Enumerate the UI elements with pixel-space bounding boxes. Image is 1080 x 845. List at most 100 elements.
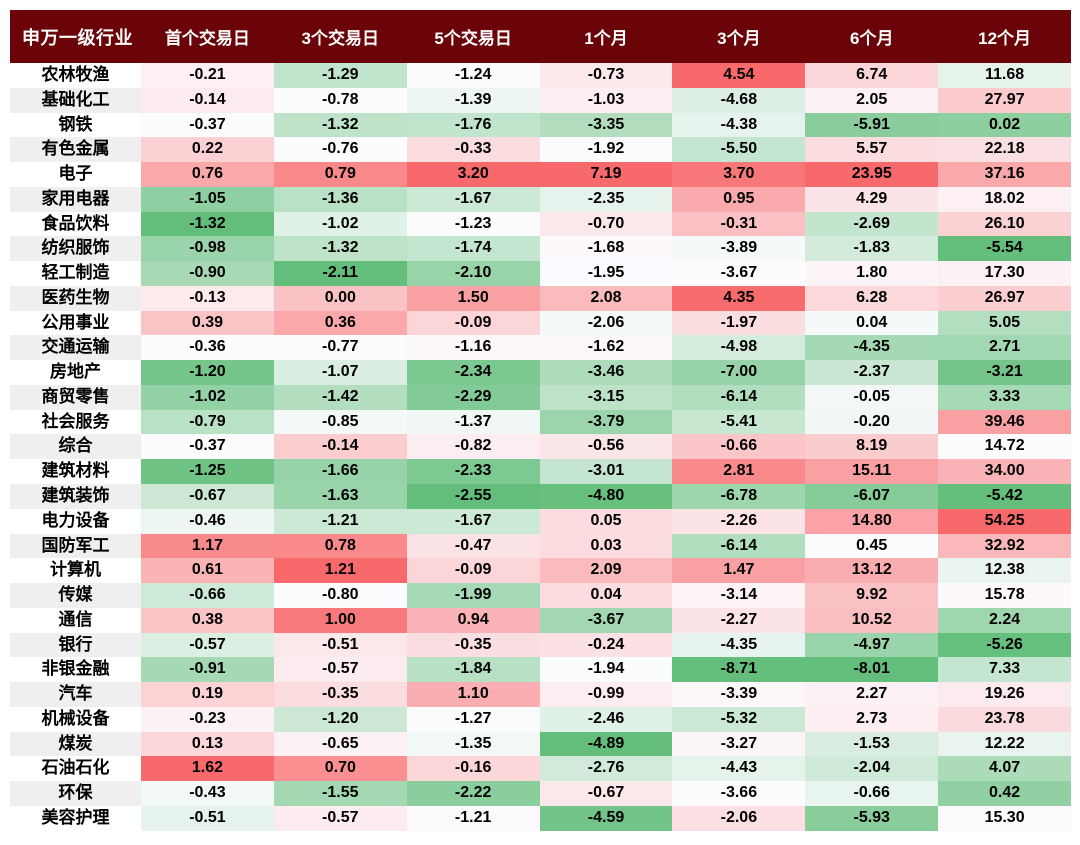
- heatmap-cell: -0.66: [805, 781, 939, 806]
- heatmap-cell: -0.09: [406, 310, 540, 336]
- heatmap-cell: -0.36: [141, 335, 274, 361]
- heatmap-cell: -0.99: [539, 682, 673, 707]
- heatmap-cell: -1.74: [406, 236, 540, 262]
- row-label: 石油石化: [10, 756, 141, 782]
- heatmap-cell: -1.67: [406, 186, 540, 212]
- heatmap-cell: -4.68: [672, 87, 806, 113]
- heatmap-cell: -0.21: [141, 63, 274, 88]
- heatmap-cell: -3.46: [539, 360, 673, 385]
- heatmap-cell: -1.94: [539, 657, 673, 683]
- heatmap-cell: 7.33: [938, 657, 1072, 683]
- heatmap-cell: -4.89: [539, 731, 673, 757]
- heatmap-cell: -2.06: [539, 310, 673, 336]
- heatmap-cell: 0.39: [141, 310, 274, 336]
- heatmap-cell: -3.15: [539, 384, 673, 410]
- heatmap-cell: -1.39: [406, 87, 540, 113]
- heatmap-cell: -1.29: [273, 63, 407, 88]
- heatmap-cell: -3.35: [539, 112, 673, 138]
- heatmap-cell: -4.43: [672, 756, 806, 782]
- row-label: 纺织服饰: [10, 236, 141, 262]
- heatmap-cell: -1.67: [406, 508, 540, 534]
- heatmap-cell: 26.10: [938, 211, 1072, 237]
- column-header-1: 首个交易日: [141, 10, 274, 63]
- heatmap-cell: -1.20: [273, 706, 407, 732]
- table-row: 非银金融 -0.91 -0.57 -1.84 -1.94 -8.71 -8.01 7.33: [10, 657, 1072, 683]
- row-label: 电力设备: [10, 508, 141, 534]
- heatmap-cell: 8.19: [805, 434, 939, 460]
- heatmap-cell: -1.55: [273, 781, 407, 806]
- heatmap-cell: -0.37: [141, 112, 274, 138]
- heatmap-cell: 3.70: [672, 162, 806, 187]
- table-row: 计算机 0.61 1.21 -0.09 2.09 1.47 13.12 12.38: [10, 558, 1072, 584]
- table-row: 轻工制造 -0.90 -2.11 -2.10 -1.95 -3.67 1.80 17.30: [10, 261, 1072, 286]
- heatmap-cell: -1.95: [539, 261, 673, 286]
- heatmap-cell: -3.01: [539, 459, 673, 485]
- heatmap-cell: -2.35: [539, 186, 673, 212]
- heatmap-cell: -0.46: [141, 508, 274, 534]
- heatmap-cell: -4.98: [672, 335, 806, 361]
- table-row: 银行 -0.57 -0.51 -0.35 -0.24 -4.35 -4.97 -5.26: [10, 632, 1072, 658]
- heatmap-cell: -1.21: [406, 805, 540, 831]
- heatmap-cell: -1.07: [273, 360, 407, 385]
- row-label: 食品饮料: [10, 211, 141, 237]
- row-label: 通信: [10, 607, 141, 633]
- heatmap-cell: -0.43: [141, 781, 274, 806]
- heatmap-cell: 0.95: [672, 186, 806, 212]
- heatmap-cell: -3.67: [672, 261, 806, 286]
- heatmap-cell: -3.66: [672, 781, 806, 806]
- heatmap-cell: -0.33: [406, 137, 540, 163]
- heatmap-cell: -0.85: [273, 409, 407, 435]
- heatmap-cell: -2.26: [672, 508, 806, 534]
- row-label: 轻工制造: [10, 261, 141, 286]
- heatmap-cell: -0.35: [406, 632, 540, 658]
- heatmap-cell: -1.02: [273, 211, 407, 237]
- heatmap-cell: 0.70: [273, 756, 407, 782]
- heatmap-cell: 12.38: [938, 558, 1072, 584]
- heatmap-cell: -1.24: [406, 63, 540, 88]
- table-row: 环保 -0.43 -1.55 -2.22 -0.67 -3.66 -0.66 0.42: [10, 781, 1072, 806]
- heatmap-cell: 22.18: [938, 137, 1072, 163]
- heatmap-cell: -1.20: [141, 360, 274, 385]
- heatmap-cell: 9.92: [805, 583, 939, 608]
- row-label: 传媒: [10, 583, 141, 608]
- row-label: 国防军工: [10, 533, 141, 559]
- heatmap-cell: -5.93: [805, 805, 939, 831]
- table-row: 食品饮料 -1.32 -1.02 -1.23 -0.70 -0.31 -2.69 26.10: [10, 211, 1072, 237]
- heatmap-cell: -2.29: [406, 384, 540, 410]
- heatmap-cell: -0.14: [273, 434, 407, 460]
- heatmap-cell: -0.57: [273, 657, 407, 683]
- table-row: 电子 0.76 0.79 3.20 7.19 3.70 23.95 37.16: [10, 162, 1072, 187]
- heatmap-cell: -1.27: [406, 706, 540, 732]
- heatmap-cell: -0.70: [539, 211, 673, 237]
- row-label: 公用事业: [10, 310, 141, 336]
- heatmap-cell: 0.38: [141, 607, 274, 633]
- heatmap-cell: -3.39: [672, 682, 806, 707]
- heatmap-cell: -0.47: [406, 533, 540, 559]
- heatmap-cell: -1.83: [805, 236, 939, 262]
- heatmap-cell: 2.09: [539, 558, 673, 584]
- heatmap-cell: 1.17: [141, 533, 274, 559]
- heatmap-cell: -4.35: [805, 335, 939, 361]
- table-row: 有色金属 0.22 -0.76 -0.33 -1.92 -5.50 5.57 22.18: [10, 137, 1072, 163]
- heatmap-cell: -5.91: [805, 112, 939, 138]
- heatmap-cell: -0.67: [141, 484, 274, 509]
- heatmap-cell: -0.79: [141, 409, 274, 435]
- heatmap-cell: -0.57: [141, 632, 274, 658]
- heatmap-cell: -0.82: [406, 434, 540, 460]
- heatmap-cell: -5.32: [672, 706, 806, 732]
- heatmap-cell: -5.54: [938, 236, 1072, 262]
- table-row: 机械设备 -0.23 -1.20 -1.27 -2.46 -5.32 2.73 23.78: [10, 706, 1072, 732]
- heatmap-cell: 3.33: [938, 384, 1072, 410]
- heatmap-cell: 2.73: [805, 706, 939, 732]
- heatmap-cell: 4.35: [672, 285, 806, 311]
- heatmap-cell: -8.71: [672, 657, 806, 683]
- heatmap-cell: -1.66: [273, 459, 407, 485]
- heatmap-cell: -2.34: [406, 360, 540, 385]
- heatmap-cell: -3.21: [938, 360, 1072, 385]
- table-row: 基础化工 -0.14 -0.78 -1.39 -1.03 -4.68 2.05 27.97: [10, 87, 1072, 113]
- heatmap-cell: -5.50: [672, 137, 806, 163]
- heatmap-cell: 5.05: [938, 310, 1072, 336]
- heatmap-cell: -7.00: [672, 360, 806, 385]
- heatmap-cell: -0.80: [273, 583, 407, 608]
- heatmap-cell: 3.20: [406, 162, 540, 187]
